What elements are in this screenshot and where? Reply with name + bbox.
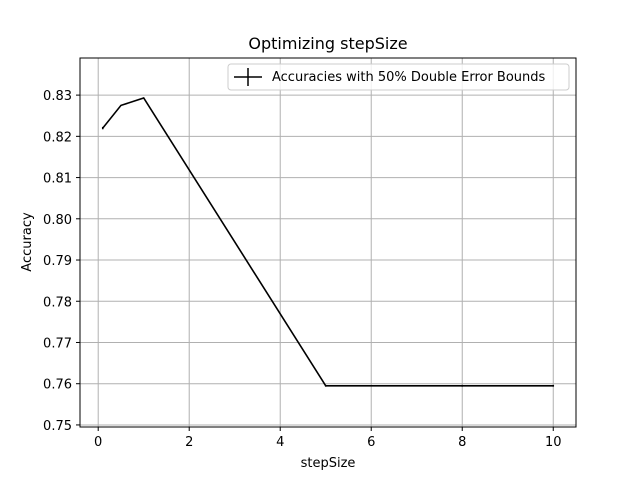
y-tick-label: 0.83	[43, 89, 72, 104]
y-tick-label: 0.82	[43, 130, 72, 145]
x-tick-label: 2	[185, 435, 193, 450]
y-tick-label: 0.75	[43, 419, 72, 434]
y-tick-label: 0.79	[43, 254, 72, 269]
x-tick-label: 8	[458, 435, 466, 450]
legend-box	[227, 63, 570, 91]
x-axis-label: stepSize	[301, 456, 356, 471]
x-tick-label: 10	[545, 435, 562, 450]
legend-label: Accuracies with 50% Double Error Bounds	[272, 70, 546, 85]
y-tick-label: 0.78	[43, 295, 72, 310]
series-line	[102, 97, 554, 387]
x-tick-label: 0	[94, 435, 102, 450]
plot-frame	[79, 57, 577, 428]
y-tick-label: 0.80	[43, 213, 72, 228]
series-layer	[101, 97, 555, 387]
x-tick-label: 4	[276, 435, 284, 450]
chart-title: Optimizing stepSize	[248, 34, 407, 53]
x-tick-label: 6	[367, 435, 375, 450]
y-axis-label: Accuracy	[20, 212, 35, 272]
y-tick-label: 0.76	[43, 378, 72, 393]
grid	[80, 58, 576, 427]
y-tick-label: 0.77	[43, 336, 72, 351]
legend: Accuracies with 50% Double Error Bounds	[227, 63, 570, 91]
x-axis-ticks: 0 2 4 6 8 10	[94, 427, 562, 450]
y-axis-ticks: 0.75 0.76 0.77 0.78 0.79 0.80 0.81 0.82 0.83	[43, 89, 80, 434]
y-tick-label: 0.81	[43, 172, 72, 187]
